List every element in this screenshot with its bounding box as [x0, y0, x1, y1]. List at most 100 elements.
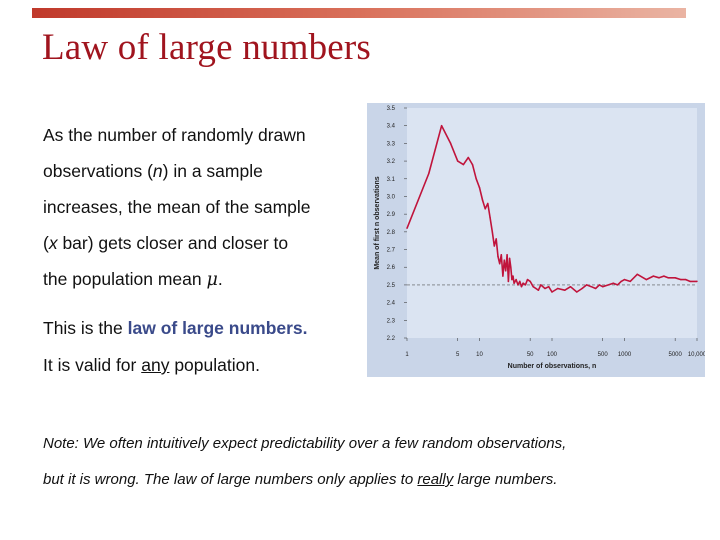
data-point [689, 280, 691, 283]
data-point [510, 266, 512, 268]
data-point [585, 284, 588, 286]
para1-text-2: observations ( [43, 161, 153, 181]
data-point [645, 278, 648, 281]
para1-line4: (x bar) gets closer and closer to [43, 233, 288, 254]
data-point [616, 284, 619, 286]
data-point [481, 199, 484, 201]
data-point [551, 291, 553, 293]
para1-text-1: As the number of randomly drawn [43, 125, 306, 145]
x-tick-label: 50 [527, 352, 534, 358]
data-point [522, 282, 524, 284]
data-point [598, 284, 601, 286]
data-point [462, 163, 465, 166]
y-tick-label: 3.3 [387, 141, 396, 147]
note-text-1: Note: We often intuitively expect predic… [43, 435, 567, 452]
x-tick-label: 5000 [668, 352, 682, 358]
data-point [535, 287, 537, 290]
note-underlined-really: really [417, 471, 454, 488]
data-point [601, 285, 604, 288]
data-point [499, 262, 501, 265]
note-line1: Note: We often intuitively expect predic… [43, 435, 566, 452]
data-point [428, 172, 430, 175]
data-point [406, 227, 408, 230]
data-point [544, 287, 546, 290]
data-point [685, 278, 687, 281]
para1-text-6: bar) gets closer and closer to [57, 233, 289, 253]
para1-x-symbol: x [48, 233, 58, 253]
para1-line3: increases, the mean of the sample [43, 197, 311, 218]
x-axis-label: Number of observations, n [508, 363, 597, 370]
data-point [467, 156, 469, 159]
data-point [440, 124, 443, 127]
data-point [529, 280, 531, 283]
data-point [532, 285, 534, 288]
para2-text-a: It is valid for [43, 355, 142, 375]
data-point [511, 278, 513, 281]
data-point [493, 245, 495, 247]
data-point [667, 277, 669, 279]
y-tick-label: 2.9 [387, 212, 396, 218]
x-tick-label: 10,000 [688, 352, 705, 358]
y-tick-label: 2.7 [387, 248, 396, 254]
data-point [663, 275, 665, 277]
data-point [502, 275, 504, 277]
para2-line1: This is the law of large numbers. [43, 318, 308, 339]
y-tick-label: 3.1 [387, 177, 396, 183]
data-point [526, 278, 529, 281]
data-point [590, 285, 593, 288]
series-points [406, 124, 698, 293]
para1-text-7: the population mean [43, 269, 207, 289]
y-tick-label: 2.4 [387, 301, 396, 307]
data-point [547, 285, 550, 288]
para2-line2: It is valid for any population. [43, 355, 260, 376]
data-point [449, 142, 452, 145]
y-tick-label: 3.2 [387, 159, 396, 165]
chart-plot-background [407, 108, 697, 338]
y-axis-ticks: 2.2 2.3 2.4 2.5 2.6 2.7 2.8 2.9 3.0 3.1 3.2 3.3 3.4 3… [387, 106, 407, 342]
lln-chart-svg: 2.2 2.3 2.4 2.5 2.6 2.7 2.8 2.9 3.0 3.1 3.2 3.3 3.4 3… [367, 103, 707, 377]
data-point [594, 287, 597, 290]
para2-prefix: This is the [43, 318, 128, 338]
y-tick-label: 3.4 [387, 124, 396, 130]
data-point [475, 178, 477, 180]
y-axis-label: Mean of first n observations [374, 176, 381, 269]
data-point [607, 284, 610, 286]
para1-text-8: . [217, 269, 223, 289]
x-tick-label: 500 [598, 352, 609, 358]
data-point [652, 275, 655, 277]
x-tick-label: 10 [476, 352, 483, 358]
y-tick-label: 2.8 [387, 230, 396, 236]
mu-symbol: μ [206, 270, 218, 290]
data-point [512, 275, 514, 277]
data-point [484, 208, 486, 210]
data-point [500, 254, 503, 256]
para1-n-symbol: n [152, 161, 163, 181]
para1-line2: observations (n) in a sample [43, 161, 263, 182]
data-point [517, 284, 519, 286]
data-point [495, 238, 497, 240]
data-point [612, 282, 614, 284]
data-point [629, 280, 631, 283]
data-point [540, 284, 542, 286]
data-point [478, 186, 481, 189]
data-point [537, 289, 540, 291]
data-point [506, 254, 508, 256]
data-point [674, 277, 676, 279]
data-point [505, 270, 507, 272]
data-point [576, 291, 578, 293]
para1-line1: As the number of randomly drawn [43, 125, 306, 146]
data-point [569, 285, 572, 288]
data-point [508, 257, 511, 260]
para2-underlined-any: any [141, 355, 170, 375]
para2-text-b: population. [169, 355, 260, 375]
data-point [456, 160, 459, 162]
data-point [520, 285, 523, 288]
data-point [680, 278, 682, 281]
note-line2: but it is wrong. The law of large number… [43, 471, 557, 488]
x-axis-ticks: 1 5 10 50 100 500 1000 5000 10,000 [405, 338, 707, 358]
data-point [491, 231, 493, 233]
data-point [623, 278, 626, 281]
para1-text-5: ( [43, 233, 49, 253]
data-point [636, 273, 638, 276]
para1-line5: the population mean μ. [43, 269, 223, 290]
